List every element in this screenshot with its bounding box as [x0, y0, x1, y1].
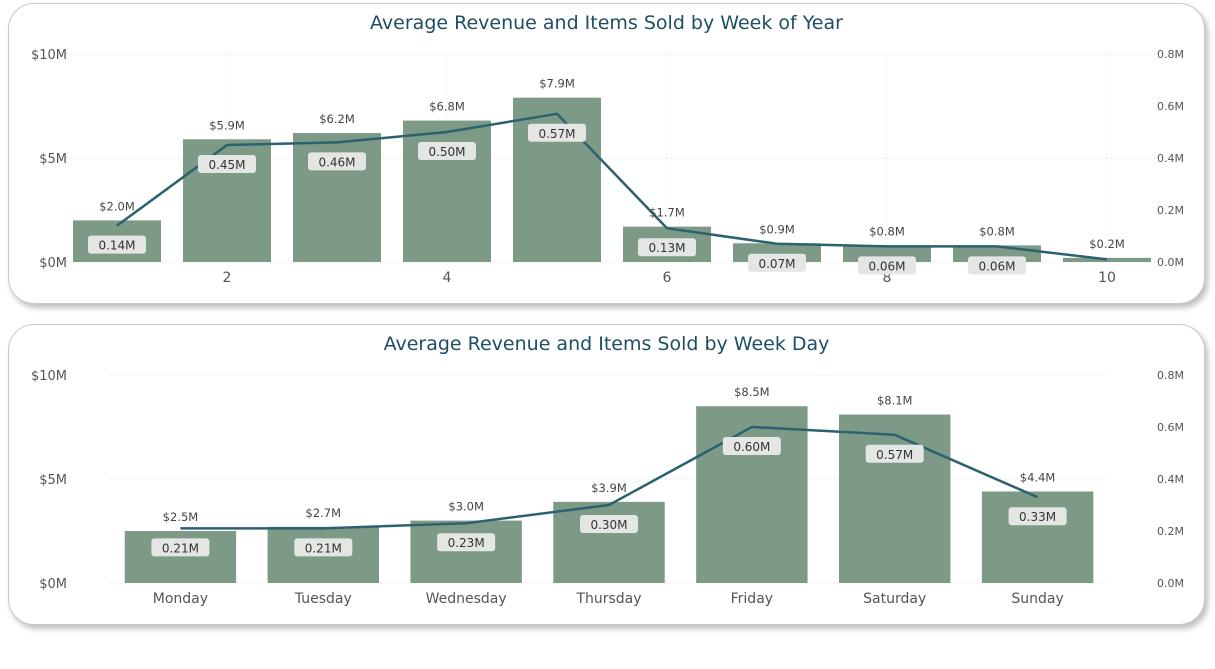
line-label-background	[437, 533, 496, 552]
line-label-background	[198, 155, 256, 173]
series-line	[116, 112, 1108, 261]
week-of-year-chart-title: Average Revenue and Items Sold by Week o…	[370, 12, 843, 34]
line-value-label: 0.14M	[98, 239, 135, 253]
bar-value-label: $8.5M	[734, 385, 770, 399]
line-value-label: 0.57M	[876, 448, 913, 462]
line-value-label: 0.06M	[978, 259, 1015, 273]
y2-tick-label: 0.6M	[1157, 100, 1184, 113]
y-tick-label: $0M	[39, 577, 67, 592]
bar	[403, 120, 491, 262]
x-category-label: Friday	[731, 591, 773, 607]
line-value-label: 0.06M	[868, 259, 905, 273]
y-tick-label: $0M	[39, 256, 67, 271]
x-tick-label: 2	[223, 270, 232, 286]
line-label-background	[528, 123, 586, 142]
line-value-label: 0.50M	[428, 145, 465, 159]
bar	[981, 491, 1094, 583]
line-value-label: 0.23M	[448, 536, 485, 550]
x-tick-label: 8	[883, 270, 892, 286]
line-value-label: 0.07M	[758, 257, 795, 271]
bar-value-label: $0.9M	[759, 222, 795, 236]
bar-value-label: $2.7M	[306, 506, 342, 520]
line-value-label: 0.46M	[318, 155, 355, 169]
line-label-background	[580, 515, 638, 533]
y2-tick-label: 0.2M	[1157, 525, 1184, 538]
bar	[696, 406, 808, 583]
week-of-year-chart-card: Average Revenue and Items Sold by Week o…	[8, 3, 1205, 304]
y-tick-label: $5M	[39, 473, 67, 488]
bar-value-label: $7.9M	[539, 77, 575, 91]
bar	[293, 133, 381, 262]
x-category-label: Sunday	[1011, 591, 1063, 607]
line-value-label: 0.33M	[1019, 510, 1056, 524]
bar-value-label: $0.8M	[979, 224, 1015, 238]
bar	[553, 501, 665, 583]
x-tick-label: 6	[663, 270, 672, 286]
bar-value-label: $0.8M	[869, 224, 905, 238]
bar-value-label: $0.2M	[1089, 237, 1125, 251]
line-label-background	[1008, 507, 1067, 526]
bar-value-label: $3.0M	[448, 500, 484, 514]
x-category-label: Monday	[153, 591, 208, 607]
week-day-chart: $10M $5M $0M 0.8M 0.6M 0.4M 0.2M 0.0M Monday Tues…	[31, 369, 1184, 607]
line-value-label: 0.30M	[590, 518, 627, 532]
y-tick-label: $5M	[39, 152, 67, 167]
line-value-label: 0.57M	[538, 127, 575, 141]
y2-tick-label: 0.2M	[1157, 204, 1184, 217]
y2-tick-label: 0.8M	[1157, 48, 1184, 61]
series-line	[180, 425, 1039, 530]
bar	[1063, 257, 1151, 262]
line-value-label: 0.13M	[648, 241, 685, 255]
y2-tick-label: 0.0M	[1157, 577, 1184, 590]
line-label-background	[88, 235, 146, 254]
week-day-chart-title: Average Revenue and Items Sold by Week D…	[383, 333, 830, 355]
line-value-label: 0.21M	[305, 541, 342, 555]
line-value-label: 0.21M	[162, 541, 199, 555]
line-label-background	[858, 256, 916, 275]
y2-tick-label: 0.4M	[1157, 152, 1184, 165]
bar	[513, 97, 601, 263]
week-day-chart-card: Average Revenue and Items Sold by Week D…	[8, 324, 1205, 625]
line-value-label: 0.45M	[208, 158, 245, 172]
x-tick-label: 4	[443, 270, 452, 286]
x-category-label: Wednesday	[426, 591, 507, 607]
line-label-background	[308, 152, 366, 171]
y2-tick-label: 0.8M	[1157, 369, 1184, 382]
line-label-background	[968, 256, 1026, 275]
x-tick-label: 10	[1098, 270, 1116, 286]
line-value-label: 0.60M	[733, 440, 770, 454]
line-label-background	[151, 538, 210, 557]
bar-value-label: $4.4M	[1020, 470, 1056, 484]
y2-tick-label: 0.4M	[1157, 473, 1184, 486]
bar-value-label: $5.9M	[209, 118, 245, 132]
x-category-label: Thursday	[575, 591, 641, 607]
y2-tick-label: 0.6M	[1157, 421, 1184, 434]
bar-value-label: $1.7M	[649, 206, 685, 220]
line-label-background	[865, 444, 924, 463]
bar-value-label: $6.8M	[429, 100, 465, 114]
x-category-label: Tuesday	[294, 591, 352, 607]
y-tick-label: $10M	[31, 48, 67, 63]
line-label-background	[638, 238, 696, 257]
line-label-background	[722, 437, 781, 455]
line-label-background	[418, 142, 476, 160]
line-label-background	[294, 538, 353, 557]
y-tick-label: $10M	[31, 369, 67, 384]
line-label-background	[748, 253, 806, 272]
bar	[839, 414, 951, 583]
bar-value-label: $8.1M	[877, 394, 913, 408]
bar-value-label: $2.5M	[163, 510, 199, 524]
week-of-year-chart: $10M $5M $0M 0.8M 0.6M 0.4M 0.2M 0.0M 2 4 6 8 10 $2.0…	[31, 48, 1184, 286]
bar-value-label: $2.0M	[99, 199, 135, 213]
x-category-label: Saturday	[863, 591, 926, 607]
y2-tick-label: 0.0M	[1157, 256, 1184, 269]
bar-value-label: $3.9M	[591, 481, 627, 495]
bar-value-label: $6.2M	[319, 112, 355, 126]
bar	[410, 520, 522, 583]
